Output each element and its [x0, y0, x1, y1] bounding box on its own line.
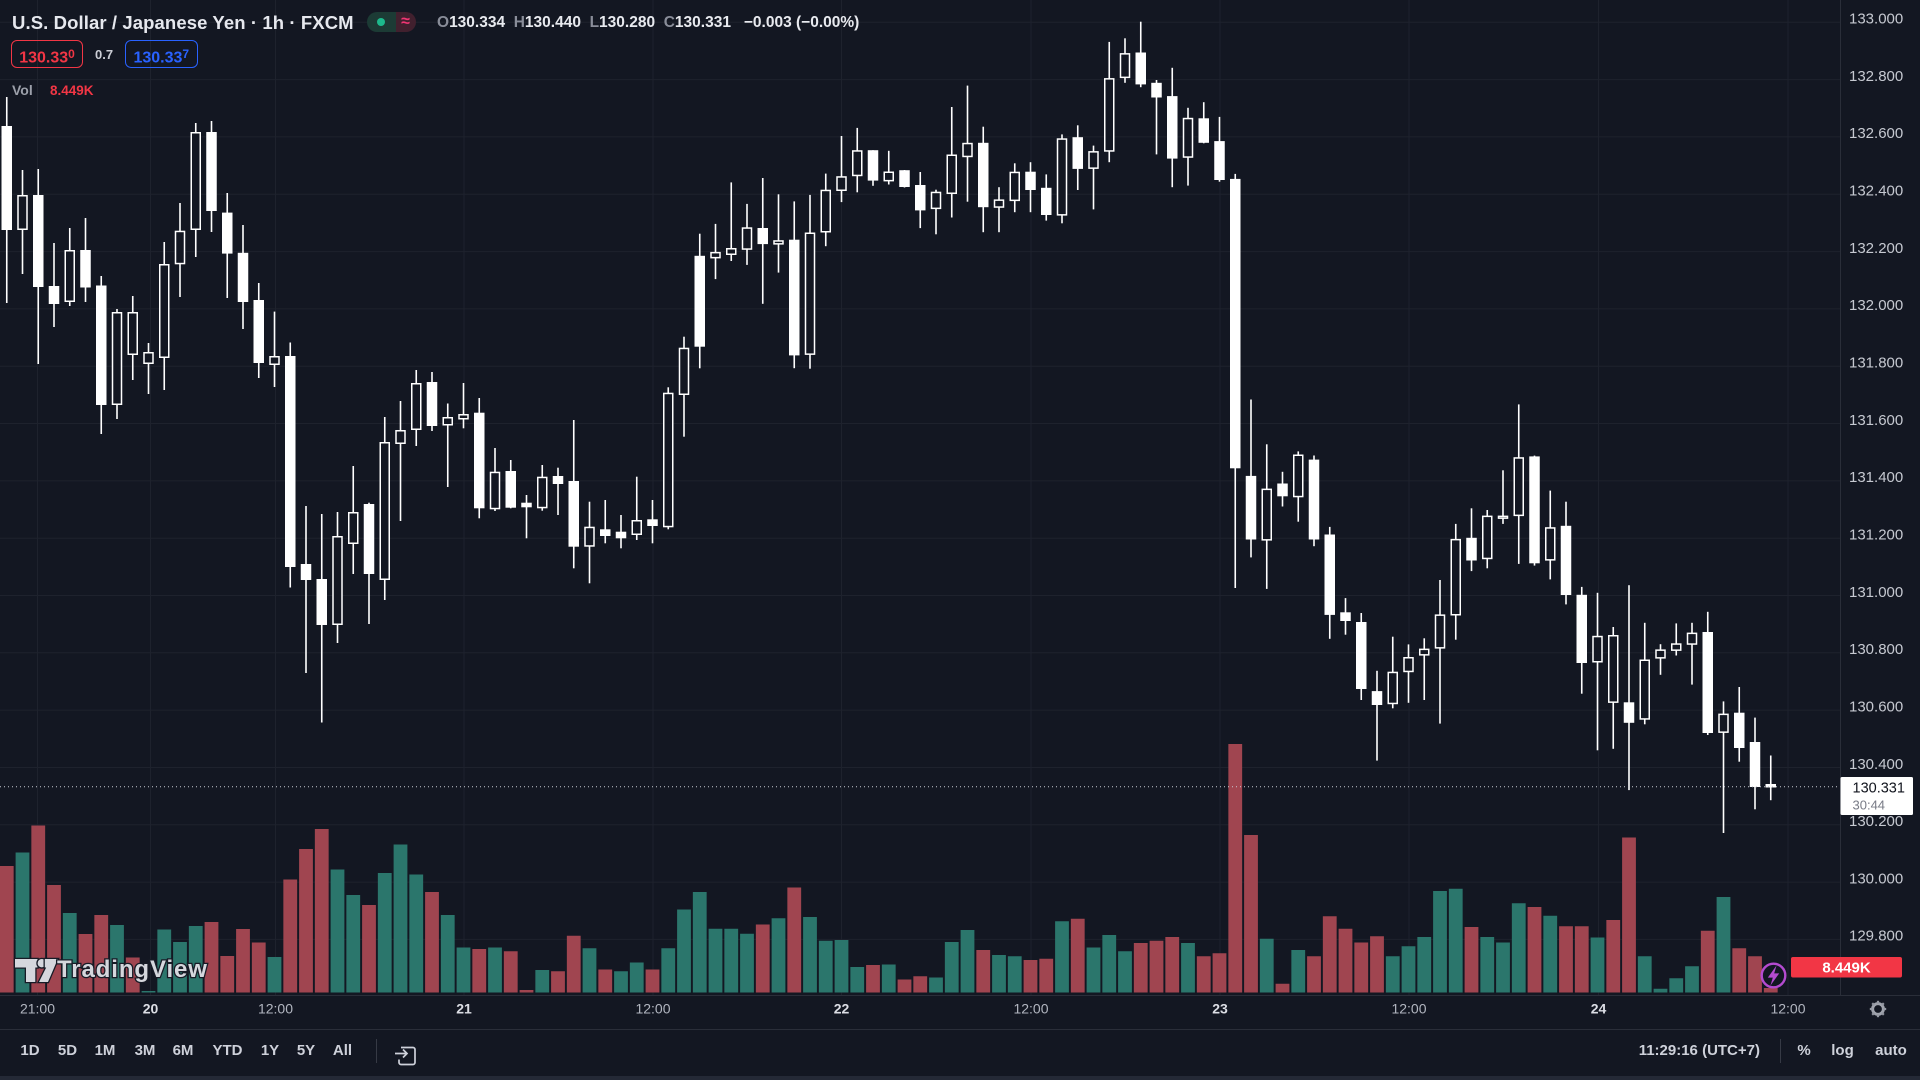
svg-text:131.600: 131.600	[1849, 412, 1903, 429]
svg-text:130.331: 130.331	[1853, 781, 1905, 797]
svg-text:23: 23	[1212, 1001, 1228, 1017]
svg-text:12:00: 12:00	[1770, 1001, 1805, 1017]
svg-text:131.800: 131.800	[1849, 355, 1903, 372]
svg-text:30:44: 30:44	[1853, 798, 1886, 813]
svg-text:12:00: 12:00	[1013, 1001, 1048, 1017]
svg-text:131.200: 131.200	[1849, 527, 1903, 544]
svg-text:12:00: 12:00	[1391, 1001, 1426, 1017]
svg-text:130.400: 130.400	[1849, 756, 1903, 773]
svg-text:12:00: 12:00	[258, 1001, 293, 1017]
svg-text:22: 22	[834, 1001, 850, 1017]
svg-text:21:00: 21:00	[20, 1001, 55, 1017]
svg-text:132.600: 132.600	[1849, 125, 1903, 142]
svg-text:12:00: 12:00	[635, 1001, 670, 1017]
svg-text:21: 21	[456, 1001, 472, 1017]
svg-text:133.000: 133.000	[1849, 11, 1903, 28]
svg-text:132.000: 132.000	[1849, 297, 1903, 314]
svg-text:8.449K: 8.449K	[1822, 960, 1871, 977]
svg-text:130.800: 130.800	[1849, 641, 1903, 658]
svg-text:131.000: 131.000	[1849, 584, 1903, 601]
svg-text:132.200: 132.200	[1849, 240, 1903, 257]
svg-text:132.400: 132.400	[1849, 183, 1903, 200]
svg-text:130.000: 130.000	[1849, 870, 1903, 887]
svg-text:130.200: 130.200	[1849, 813, 1903, 830]
svg-text:TradingView: TradingView	[57, 956, 208, 983]
svg-text:132.800: 132.800	[1849, 68, 1903, 85]
svg-text:131.400: 131.400	[1849, 469, 1903, 486]
svg-text:20: 20	[143, 1001, 159, 1017]
svg-text:130.600: 130.600	[1849, 698, 1903, 715]
svg-text:24: 24	[1591, 1001, 1607, 1017]
svg-text:129.800: 129.800	[1849, 928, 1903, 945]
